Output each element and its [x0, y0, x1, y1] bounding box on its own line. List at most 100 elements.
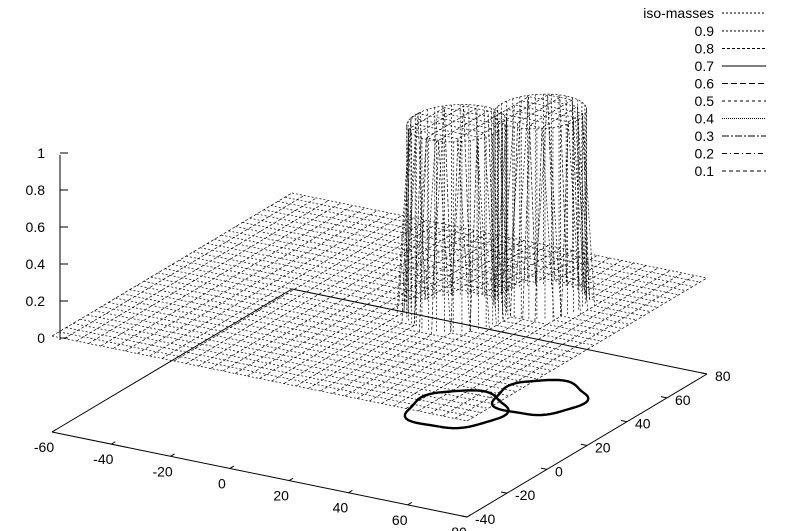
surface-line-y [466, 277, 708, 422]
y-tick [580, 443, 588, 446]
contour-lines [403, 378, 590, 430]
x-tick [348, 489, 353, 494]
x-tick-label: 60 [392, 512, 408, 528]
y-tick [660, 396, 668, 399]
y-tick-label: -20 [515, 487, 535, 503]
surface-line-x [242, 94, 658, 308]
surface-line-x [87, 314, 503, 401]
surface-line-x [59, 331, 475, 418]
surface-line-x [115, 297, 531, 384]
z-tick-label: 0.8 [26, 182, 46, 198]
surface-line-y [222, 227, 464, 372]
x-tick-label: -60 [34, 439, 54, 455]
y-tick-label: 0 [555, 463, 563, 479]
z-tick-label: 0 [37, 330, 45, 346]
surface-line-y [320, 107, 561, 392]
surface-line-x [193, 111, 609, 338]
x-tick-label: 20 [273, 488, 289, 504]
y-tick-label: 20 [595, 440, 611, 456]
y-tick [540, 467, 548, 470]
surface-line-y [259, 235, 500, 379]
surface-line-x [228, 100, 644, 317]
legend-label: 0.2 [695, 146, 715, 162]
surface-line-x [291, 192, 708, 279]
iso-mass-contour [490, 378, 590, 417]
surface-line-x [94, 310, 510, 397]
surface-line-y [198, 222, 439, 367]
surface-line-x [277, 201, 693, 287]
x-tick-label: 80 [451, 524, 467, 531]
x-tick [466, 514, 472, 518]
surface-line-x [150, 276, 566, 363]
surface-line-y [308, 105, 549, 389]
surface-line-y [418, 267, 659, 412]
surface-line-x [143, 280, 559, 367]
surface-line-x [221, 104, 637, 321]
x-tick [170, 453, 175, 457]
y-tick-label: 40 [635, 416, 651, 432]
back-edge-left [51, 288, 293, 433]
surface-line-x [164, 128, 580, 355]
surface-line-y [234, 230, 476, 374]
surface-line-x [179, 117, 595, 346]
surface-line-y [76, 197, 317, 342]
surface-line-y [64, 195, 305, 339]
surface-line-y [149, 212, 390, 357]
x-tick-label: 40 [333, 500, 349, 516]
x-tick [407, 502, 412, 506]
x-tick [111, 441, 116, 445]
surface-line-y [332, 110, 573, 394]
x-tick-label: 0 [218, 475, 226, 491]
y-tick-label: -40 [475, 511, 495, 527]
surface-line-x [263, 209, 679, 296]
surface-line-y [112, 205, 354, 349]
surface-line-y [100, 202, 341, 347]
y-tick [620, 419, 628, 423]
surface-line-y [173, 217, 415, 362]
legend-title: iso-masses [643, 5, 714, 21]
surface-line-y [381, 99, 622, 404]
surface-line-y [393, 105, 634, 407]
legend-label: 0.4 [695, 111, 715, 127]
y-tick-label: 60 [675, 392, 691, 408]
surface-line-y [247, 232, 488, 377]
surface-mesh [51, 93, 708, 422]
surface-line-x [284, 196, 700, 283]
y-tick [500, 491, 508, 494]
x-tick-label: -40 [93, 451, 113, 467]
surface-line-x [157, 137, 573, 359]
surface-line-y [51, 192, 293, 337]
legend-label: 0.7 [695, 58, 715, 74]
surface-line-x [129, 289, 545, 376]
x-tick [51, 429, 57, 433]
axes: -60 -40 -20 0 20 40 60 80 -40 -20 0 20 40 60 80 0 0.2 0.4… [26, 145, 731, 531]
surface-line-x [214, 108, 630, 325]
surface-line-x [101, 306, 517, 392]
z-tick-label: 0.4 [26, 256, 46, 272]
y-tick [700, 372, 708, 375]
surface-line-x [80, 318, 496, 405]
surface-line-y [405, 112, 647, 409]
surface-line-y [295, 107, 537, 387]
legend-label: 0.1 [695, 163, 715, 179]
surface-line-y [369, 96, 610, 402]
legend: iso-masses 0.9 0.80.7 0.60.5 0.40.3 0.20.1 [643, 5, 766, 179]
surface-line-y [271, 237, 512, 382]
surface-line-x [108, 302, 524, 388]
surface-line-y [88, 200, 329, 344]
z-tick-label: 0.2 [26, 293, 46, 309]
z-tick-label: 0.6 [26, 219, 46, 235]
surface-line-x [256, 213, 672, 300]
surface-line-y [161, 215, 403, 359]
x-tick [229, 465, 235, 469]
y-tick-label: 80 [715, 368, 731, 384]
surface-line-x [249, 217, 665, 304]
surface-line-x [186, 113, 602, 342]
surface-line-y [125, 207, 366, 352]
surface-line-x [200, 107, 616, 334]
x-axis-line [51, 431, 468, 518]
legend-label: 0.3 [695, 128, 715, 144]
surface-line-y [137, 210, 378, 354]
surface-line-x [235, 96, 651, 312]
